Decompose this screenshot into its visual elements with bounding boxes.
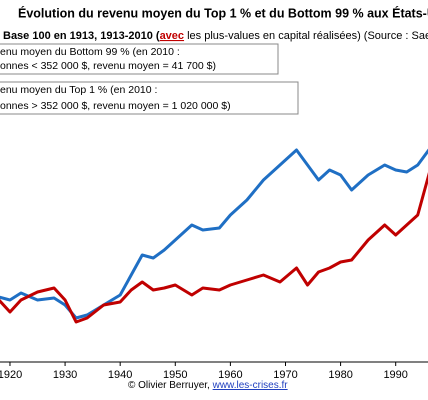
- chart-title: Évolution du revenu moyen du Top 1 % et …: [18, 5, 428, 20]
- x-tick-label: 1970: [273, 369, 297, 381]
- legend-text: onnes < 352 000 $, revenu moyen = 41 700…: [0, 60, 216, 72]
- subtitle-start: Base 100 en 1913, 1913-2010 (: [3, 30, 160, 42]
- legend-box: [0, 81, 299, 115]
- x-tick-label: 1940: [108, 369, 132, 381]
- series-line: [0, 172, 428, 324]
- x-tick-label: 1930: [53, 369, 77, 381]
- x-tick-label: 1920: [0, 369, 22, 381]
- credit-text: © Olivier Berruyer,: [128, 380, 213, 391]
- subtitle-end: les plus-values en capital réalisées) (S…: [184, 30, 428, 42]
- x-tick-label: 1990: [383, 369, 407, 381]
- x-tick-label: 1980: [328, 369, 352, 381]
- chart-subtitle: Base 100 en 1913, 1913-2010 (avec les pl…: [3, 30, 428, 42]
- x-tick-label: 1950: [163, 369, 187, 381]
- legend-text: onnes > 352 000 $, revenu moyen = 1 020 …: [0, 100, 231, 112]
- legend-box: [0, 43, 279, 75]
- credit-link: www.les-crises.fr: [212, 380, 289, 391]
- legend-text: enu moyen du Bottom 99 % (en 2010 :: [0, 46, 180, 58]
- legend-text: enu moyen du Top 1 % (en 2010 :: [0, 84, 157, 96]
- x-tick-label: 1960: [218, 369, 242, 381]
- subtitle-highlight: avec: [160, 30, 184, 42]
- credit: © Olivier Berruyer, www.les-crises.fr: [128, 380, 288, 391]
